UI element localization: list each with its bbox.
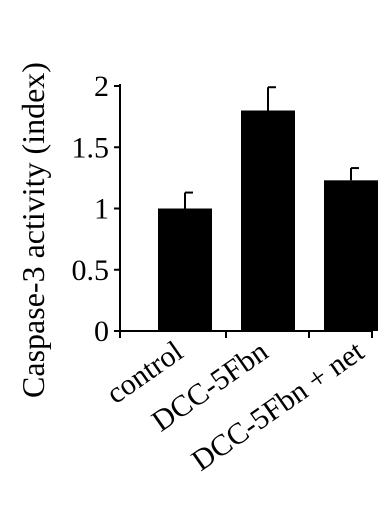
y-axis-title: Caspase-3 activity (index) (15, 62, 51, 398)
error-bars (184, 86, 359, 209)
y-tick-label: 1.5 (72, 131, 110, 164)
bars (158, 110, 378, 331)
bar (241, 110, 295, 331)
y-tick-label: 1 (94, 193, 109, 226)
bar (324, 180, 378, 331)
x-tick-label: DCC-5Fbn + net (186, 334, 371, 477)
y-tick-label: 0.5 (72, 254, 110, 287)
y-tick-label: 0 (94, 315, 109, 348)
y-ticks: 0 0.5 1 1.5 2 (72, 70, 373, 348)
y-tick-label: 2 (94, 70, 109, 103)
bar (158, 208, 212, 331)
